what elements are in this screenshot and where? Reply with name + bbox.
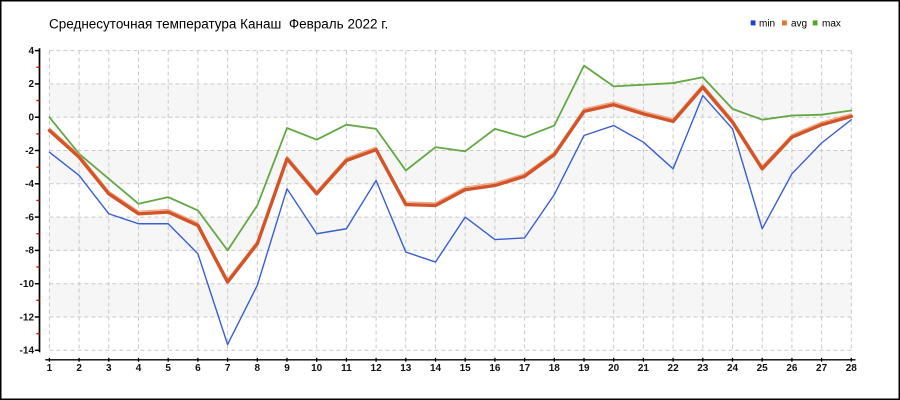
svg-text:-6: -6 [25,212,34,223]
svg-text:4: 4 [136,363,142,374]
svg-text:-4: -4 [25,179,34,190]
svg-text:2: 2 [28,79,34,90]
svg-text:5: 5 [165,363,171,374]
svg-text:18: 18 [549,363,561,374]
svg-text:2: 2 [76,363,82,374]
svg-text:-8: -8 [25,246,34,257]
svg-text:3: 3 [106,363,112,374]
svg-text:max: max [822,19,841,30]
svg-text:min: min [759,19,775,30]
svg-text:28: 28 [846,363,858,374]
svg-text:24: 24 [727,363,739,374]
svg-text:26: 26 [786,363,798,374]
svg-text:6: 6 [195,363,201,374]
svg-text:10: 10 [311,363,323,374]
svg-text:0: 0 [28,113,34,124]
svg-text:22: 22 [668,363,680,374]
svg-text:1: 1 [47,363,53,374]
svg-text:21: 21 [638,363,650,374]
svg-text:4: 4 [28,46,34,57]
svg-text:Среднесуточная температура Кан: Среднесуточная температура Канаш Февраль… [49,17,388,32]
svg-text:14: 14 [430,363,442,374]
svg-text:23: 23 [697,363,709,374]
svg-text:-14: -14 [20,346,35,357]
svg-text:17: 17 [519,363,531,374]
svg-text:15: 15 [460,363,472,374]
svg-text:27: 27 [816,363,828,374]
svg-text:8: 8 [255,363,261,374]
svg-text:7: 7 [225,363,231,374]
svg-text:13: 13 [400,363,412,374]
svg-text:12: 12 [371,363,383,374]
svg-text:25: 25 [757,363,769,374]
svg-text:19: 19 [578,363,590,374]
svg-text:-10: -10 [20,279,35,290]
svg-text:avg: avg [791,19,807,30]
svg-text:9: 9 [284,363,290,374]
svg-text:-2: -2 [25,146,34,157]
svg-text:16: 16 [489,363,501,374]
svg-text:-12: -12 [20,312,35,323]
svg-text:11: 11 [341,363,352,374]
svg-text:20: 20 [608,363,620,374]
